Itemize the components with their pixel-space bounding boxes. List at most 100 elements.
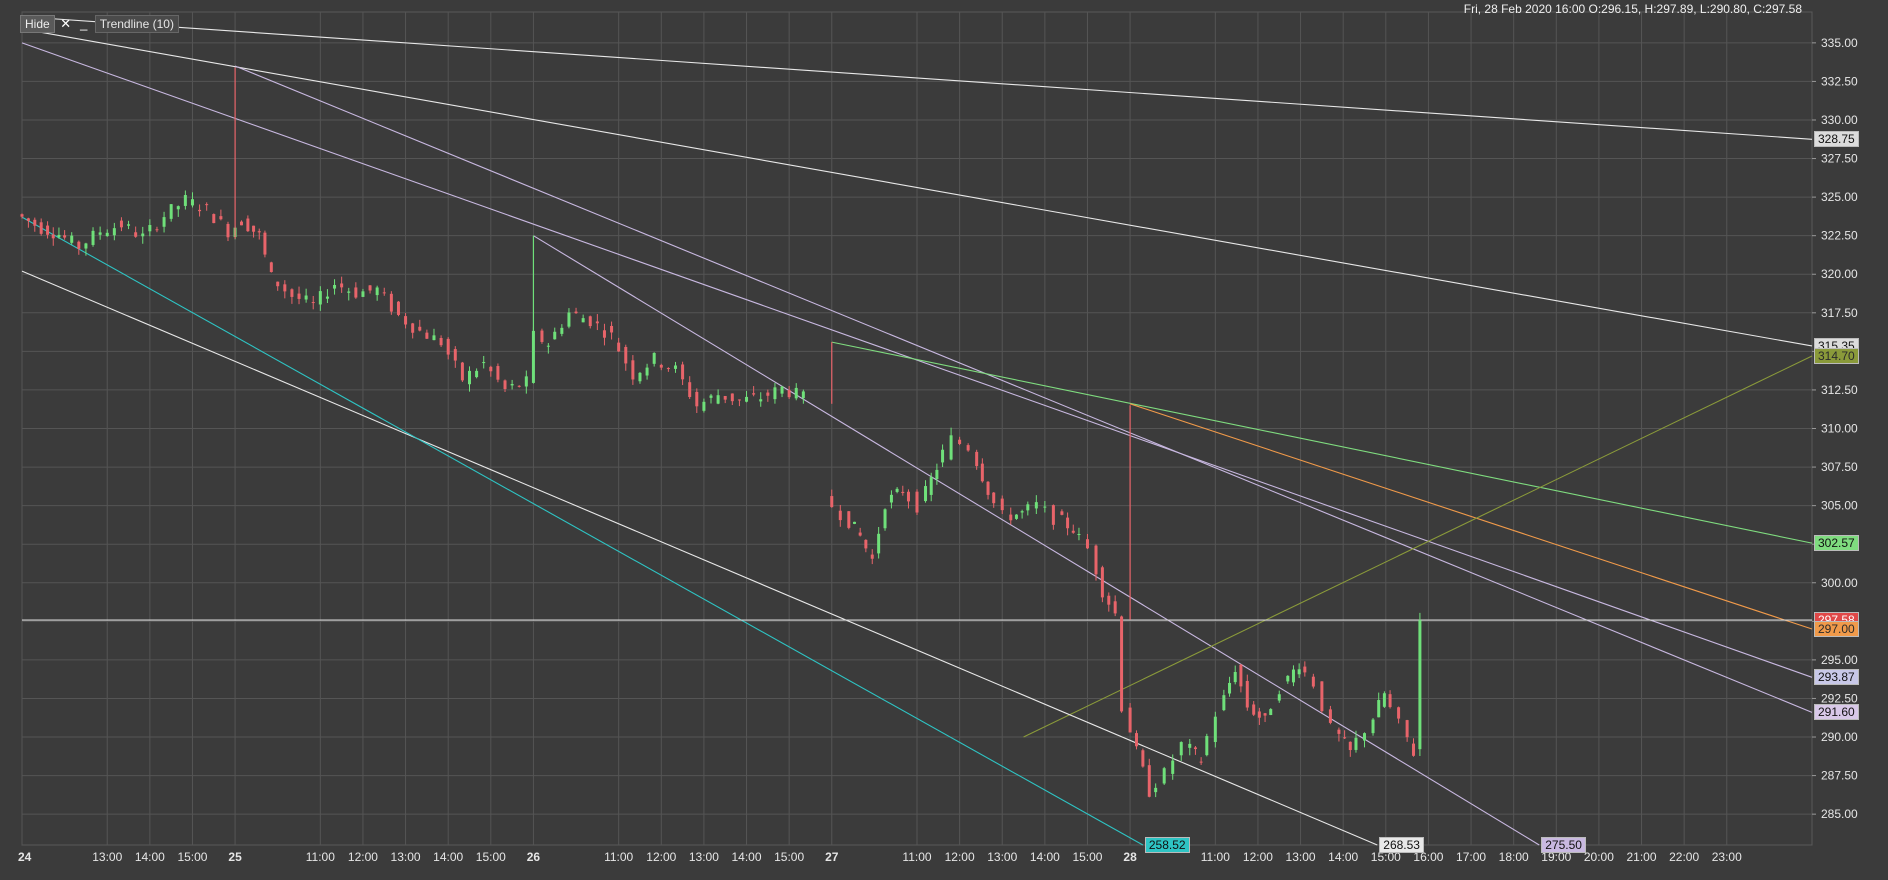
y-tick-label: 305.00	[1821, 499, 1858, 513]
trendline-white-lower[interactable]	[21, 270, 1378, 846]
trendline-lavender-b[interactable]	[234, 65, 1813, 713]
candle-body	[567, 312, 571, 327]
candle-body	[688, 382, 692, 397]
x-tick-label: 20:00	[1584, 850, 1614, 864]
candle-body	[759, 399, 763, 402]
x-tick-label: 13:00	[92, 850, 122, 864]
trendline-olive[interactable]	[1023, 355, 1813, 738]
candle-body	[1034, 502, 1038, 509]
y-tick-label: 312.50	[1821, 383, 1858, 397]
candle-body	[958, 439, 962, 444]
time-badge: 268.53	[1379, 837, 1424, 853]
candle-body	[915, 491, 919, 513]
candle-body	[1066, 517, 1070, 529]
time-badge: 275.50	[1541, 837, 1586, 853]
candle-body	[389, 293, 393, 312]
candles	[20, 67, 1422, 798]
x-tick-label: 15:00	[774, 850, 804, 864]
ohlc-readout: Fri, 28 Feb 2020 16:00 O:296.15, H:297.8…	[1463, 2, 1802, 16]
candle-body	[1252, 704, 1256, 715]
candle-body	[489, 366, 493, 372]
candle-body	[610, 325, 614, 333]
y-tick-label: 325.00	[1821, 190, 1858, 204]
x-tick-label: 19:00	[1541, 850, 1571, 864]
candle-body	[141, 233, 145, 237]
close-icon[interactable]: ✕	[60, 16, 72, 31]
candle-body	[162, 217, 166, 227]
candle-body	[1337, 729, 1341, 734]
price-badge: 328.75	[1814, 131, 1859, 148]
x-tick-label: 24	[18, 850, 32, 864]
candle-body	[148, 225, 152, 232]
y-tick-label: 300.00	[1821, 576, 1858, 590]
candle-body	[673, 365, 677, 369]
candle-body	[949, 435, 953, 460]
candle-body	[127, 224, 131, 226]
trendline-top[interactable]	[21, 16, 1813, 140]
y-tick-label: 335.00	[1821, 36, 1858, 50]
candle-body	[432, 335, 436, 341]
x-tick-label: 14:00	[135, 850, 165, 864]
candle-body	[652, 352, 656, 364]
trendline-orange[interactable]	[1129, 403, 1813, 630]
candle-body	[730, 393, 734, 402]
candle-body	[847, 511, 851, 528]
trendline-lavender-c[interactable]	[533, 235, 1540, 846]
candle-body	[716, 395, 720, 404]
candle-body	[1100, 567, 1104, 598]
candle-body	[382, 292, 386, 294]
candle-body	[1354, 737, 1358, 750]
candle-body	[1311, 676, 1315, 687]
candle-body	[1205, 736, 1209, 756]
candle-body	[941, 449, 945, 463]
candle-body	[540, 330, 544, 342]
candle-body	[190, 199, 194, 206]
trendline-cyan[interactable]	[21, 216, 1144, 846]
candle-body	[1199, 761, 1203, 763]
minimize-icon[interactable]: _	[80, 16, 88, 31]
candle-body	[425, 332, 429, 339]
candle-body	[709, 395, 713, 398]
candle-body	[517, 385, 521, 387]
candle-body	[560, 327, 564, 334]
candle-body	[91, 230, 95, 245]
candle-body	[311, 302, 315, 304]
candle-body	[1348, 741, 1352, 751]
x-tick-label: 12:00	[646, 850, 676, 864]
hide-button[interactable]: Hide	[20, 15, 55, 33]
x-axis: 24 13:00 14:00 15:00 25 11:00 12:00 13:00 14:00 1…	[18, 850, 1742, 864]
trendlines[interactable]	[21, 16, 1813, 846]
trendline-upper-white[interactable]	[21, 28, 1813, 347]
y-tick-label: 322.50	[1821, 229, 1858, 243]
candle-body	[1363, 733, 1366, 741]
candle-body	[396, 301, 400, 315]
candle-body	[935, 469, 939, 480]
y-tick-label: 327.50	[1821, 152, 1858, 166]
candle-body	[986, 481, 990, 495]
candle-body	[1193, 747, 1197, 750]
candle-body	[1085, 539, 1089, 549]
candle-body	[574, 311, 578, 314]
candle-body	[1286, 675, 1290, 682]
candle-body	[1297, 669, 1301, 675]
candle-body	[1377, 700, 1381, 718]
candle-body	[1128, 707, 1132, 733]
trendline-green[interactable]	[831, 341, 1813, 544]
candle-body	[1113, 601, 1117, 614]
price-badge: 291.60	[1814, 704, 1859, 721]
candle-body	[1000, 498, 1004, 511]
candle-body	[33, 219, 37, 226]
x-tick-label: 12:00	[945, 850, 975, 864]
candle-body	[176, 206, 180, 210]
candle-body	[155, 229, 159, 231]
candle-body	[1043, 506, 1047, 508]
x-tick-label: 14:00	[433, 850, 463, 864]
candle-body	[858, 532, 862, 536]
candle-body	[1060, 511, 1064, 515]
candle-body	[595, 321, 599, 324]
price-badge: 302.57	[1814, 535, 1859, 552]
candle-body	[1077, 534, 1081, 536]
x-tick-label: 13:00	[987, 850, 1017, 864]
